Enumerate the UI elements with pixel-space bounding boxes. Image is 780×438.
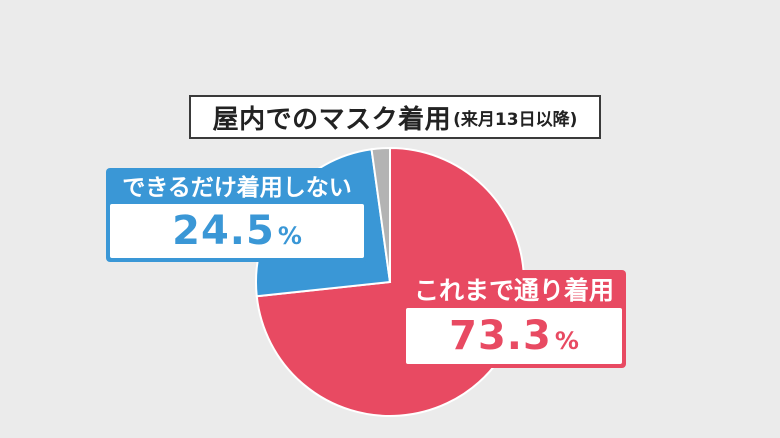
- label-continue-wearing: これまで通り着用 73.3 %: [402, 270, 626, 368]
- label-dont-wear-value: 24.5: [172, 208, 275, 254]
- label-continue-wearing-unit: %: [554, 327, 579, 355]
- chart-title: 屋内でのマスク着用: [212, 104, 452, 135]
- label-dont-wear-unit: %: [277, 222, 302, 250]
- label-continue-wearing-value: 73.3: [449, 313, 552, 359]
- label-dont-wear-text: できるだけ着用しない: [122, 175, 352, 201]
- chart-title-box: 屋内でのマスク着用 (来月13日以降): [189, 95, 601, 139]
- label-continue-wearing-value-box: 73.3 %: [406, 308, 622, 364]
- pie-slice-other: [370, 146, 391, 283]
- label-continue-wearing-text: これまで通り着用: [413, 276, 614, 305]
- label-dont-wear-value-box: 24.5 %: [110, 204, 364, 258]
- chart-subtitle: (来月13日以降): [453, 109, 578, 130]
- label-dont-wear: できるだけ着用しない 24.5 %: [106, 168, 368, 262]
